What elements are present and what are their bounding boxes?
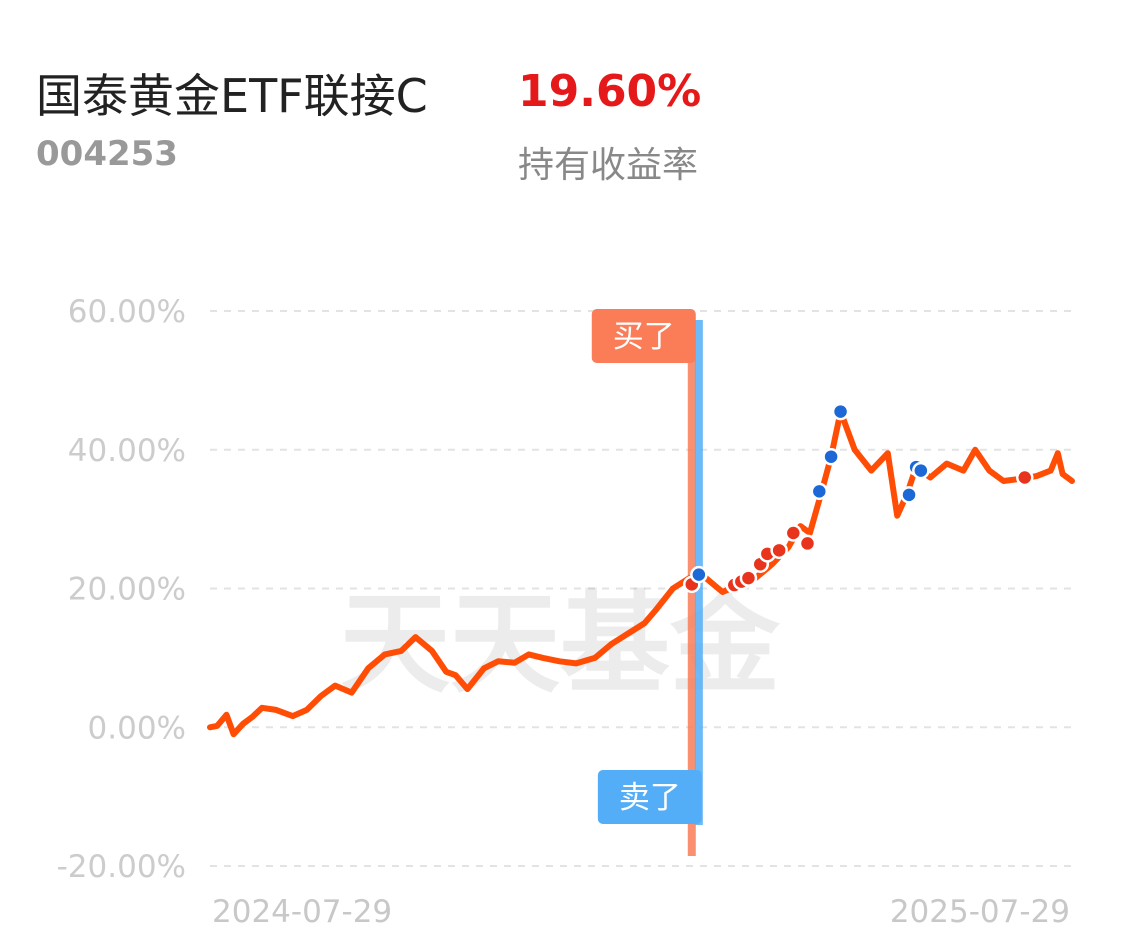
holding-return-label: 持有收益率 (518, 145, 699, 186)
sell-point (912, 461, 930, 480)
buy-point (770, 541, 788, 560)
buy-point (1016, 468, 1034, 487)
watermark: 天天基金 (340, 579, 781, 708)
sell-point (822, 447, 840, 466)
buy-marker-badge (591, 309, 696, 363)
sell-point (831, 402, 850, 421)
x-axis: 2024-07-29 2025-07-29 (212, 894, 1070, 930)
buy-point (739, 569, 758, 587)
sell-point (900, 486, 918, 504)
return-line (207, 408, 1075, 738)
y-tick-label: 20.00% (68, 572, 186, 608)
y-tick-label: -20.00% (57, 849, 186, 885)
y-tick-label: 0.00% (88, 710, 186, 746)
x-tick-label: 2025-07-29 (890, 894, 1070, 930)
holding-return-value: 19.60% (518, 66, 702, 117)
chart-grid (210, 310, 1072, 867)
y-axis: 60.00% 40.00% 20.00% 0.00% -20.00% (57, 294, 186, 885)
y-tick-label: 40.00% (68, 433, 186, 469)
x-tick-label: 2024-07-29 (212, 894, 392, 930)
sell-point (810, 482, 829, 501)
sell-point (690, 565, 708, 584)
buy-marker-label: 买了 (613, 319, 675, 355)
buy-point (798, 534, 817, 553)
fund-name: 国泰黄金ETF联接C (36, 69, 428, 123)
sell-marker-badge (597, 770, 702, 824)
fund-code: 004253 (36, 134, 178, 174)
trade-points (683, 402, 1034, 594)
buy-point (784, 524, 803, 542)
return-line-group (207, 408, 1075, 738)
sell-marker-label: 卖了 (619, 780, 681, 816)
y-tick-label: 60.00% (68, 294, 186, 330)
